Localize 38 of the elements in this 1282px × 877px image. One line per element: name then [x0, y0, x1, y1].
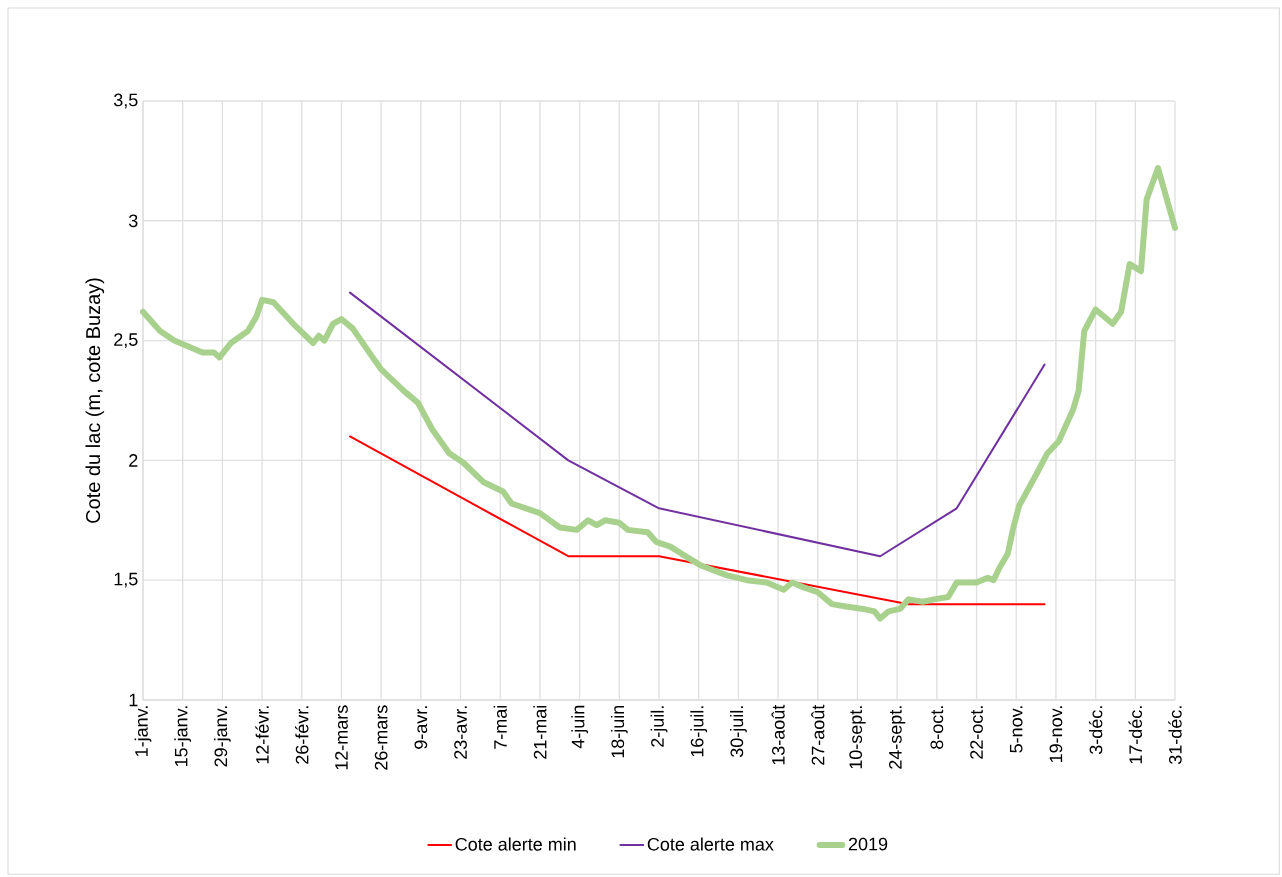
- y-axis-title: Cote du lac (m, cote Buzay): [85, 278, 105, 523]
- x-tick-label: 23-avr.: [454, 706, 467, 759]
- x-tick-label: 26-févr.: [295, 706, 309, 764]
- y-tick-label: 2,5: [114, 333, 138, 349]
- legend-label: Cote alerte min: [455, 837, 576, 851]
- x-tick-label: 17-déc.: [1128, 706, 1143, 764]
- x-tick-label: 12-mars: [335, 705, 348, 770]
- x-tick-label: 1-janv.: [134, 706, 152, 757]
- x-tick-label: 8-oct.: [930, 706, 944, 749]
- x-tick-label: 15-janv.: [174, 706, 192, 767]
- x-tick-label: 24-sept.: [889, 706, 906, 769]
- x-tick-label: 5-nov.: [1009, 706, 1023, 753]
- x-tick-label: 26-mars: [374, 705, 388, 770]
- x-tick-label: 3-déc.: [1088, 706, 1103, 755]
- x-tick-label: 21-mai: [533, 705, 547, 759]
- x-tick-label: 12-févr.: [255, 706, 269, 764]
- x-tick-label: 9-avr.: [414, 706, 428, 749]
- y-tick-label: 1: [129, 693, 138, 707]
- x-tick-label: 18-juin: [610, 705, 628, 758]
- y-tick-label: 2: [129, 454, 138, 467]
- y-tick-label: 3: [128, 214, 138, 228]
- x-tick-label: 7-mai: [493, 705, 507, 749]
- legend-label: 2019: [848, 837, 888, 851]
- x-tick-label: 22-oct.: [970, 706, 983, 759]
- x-tick-label: 30-juil.: [730, 706, 747, 758]
- legend-label: Cote alerte max: [647, 837, 774, 851]
- line-series: [348, 291, 1046, 558]
- x-tick-label: 31-déc.: [1168, 706, 1182, 765]
- x-tick-label: 4-juin: [571, 705, 589, 749]
- x-tick-label: 19-nov.: [1049, 706, 1063, 763]
- x-tick-label: 13-août: [771, 704, 785, 765]
- x-tick-label: 27-août: [811, 704, 825, 765]
- x-tick-label: 16-juil.: [690, 706, 708, 757]
- x-tick-label: 2-juil.: [650, 706, 668, 747]
- y-tick-label: 3,5: [113, 93, 138, 109]
- y-tick-label: 1,5: [114, 572, 138, 588]
- x-tick-label: 29-janv.: [214, 706, 231, 767]
- x-tick-label: 10-sept.: [849, 706, 866, 769]
